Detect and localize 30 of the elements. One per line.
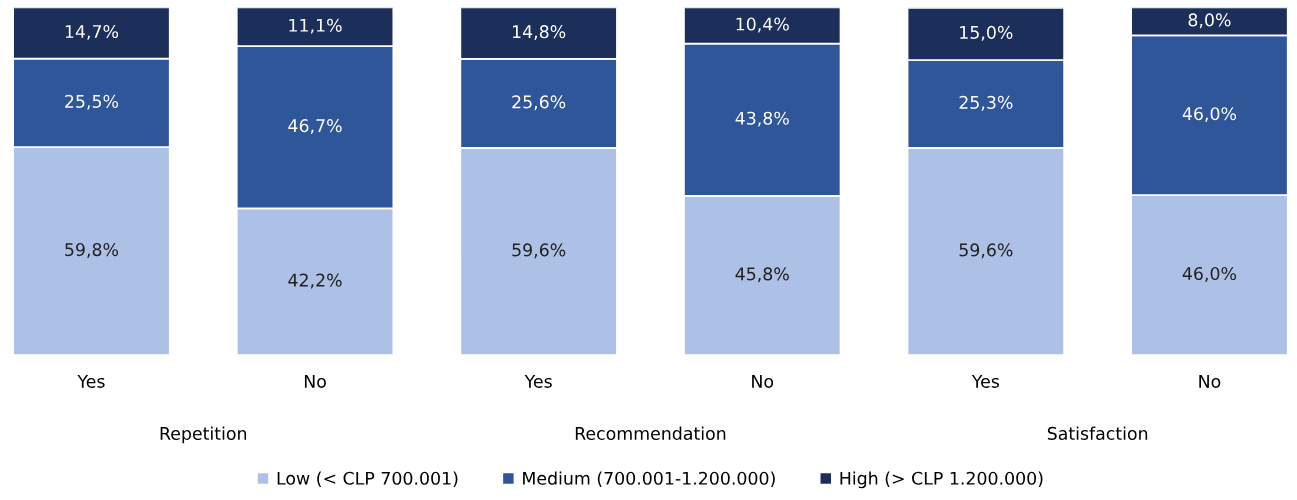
- data-label: 59,6%: [512, 243, 566, 259]
- legend-label: Low (< CLP 700.001): [277, 471, 458, 487]
- text: Repetition: [160, 426, 247, 444]
- data-label: 42,2%: [288, 273, 342, 289]
- data-label: 11,1%: [289, 18, 342, 34]
- data-label: 25,5%: [65, 94, 119, 110]
- data-label: 25,6%: [512, 95, 566, 111]
- data-label: 45,8%: [735, 267, 789, 283]
- data-label: 15,0%: [960, 25, 1013, 41]
- data-label: 14,8%: [512, 25, 566, 41]
- data-label: 43,8%: [735, 111, 789, 127]
- x-tick-label: Yes: [77, 374, 105, 388]
- text: Satisfaction: [1047, 426, 1148, 440]
- data-label: 25,3%: [959, 95, 1013, 111]
- legend-label: High (> CLP 1.200.000): [840, 471, 1043, 489]
- data-label: 59,8%: [65, 243, 119, 258]
- x-tick-label: No: [1199, 374, 1221, 388]
- x-tick-label: Yes: [971, 374, 1000, 388]
- x-tick-label: Yes: [524, 374, 552, 388]
- text: Recommendation: [575, 426, 726, 440]
- data-label: 59,6%: [959, 243, 1013, 259]
- legend-label: Medium (700.001-1.200.000): [523, 471, 775, 487]
- x-tick-label: No: [304, 374, 326, 388]
- data-label: 10,4%: [736, 17, 789, 33]
- data-label: 46,0%: [1182, 107, 1237, 123]
- data-label: 46,0%: [1182, 266, 1237, 282]
- data-label: 14,7%: [65, 24, 119, 40]
- x-tick-label: No: [752, 374, 774, 388]
- data-label: 8,0%: [1188, 13, 1231, 29]
- data-label: 46,7%: [288, 119, 342, 135]
